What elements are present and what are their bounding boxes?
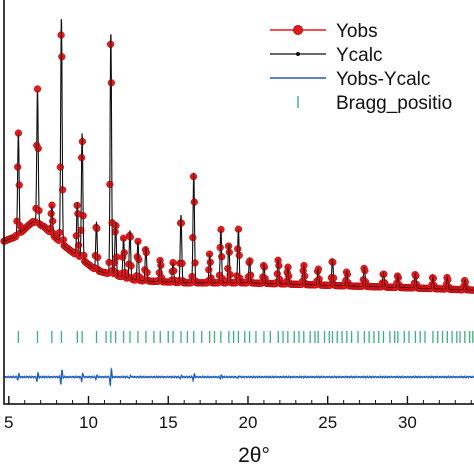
x-tick-label: 30 bbox=[398, 413, 417, 432]
legend-label: Yobs bbox=[336, 21, 378, 42]
legend-entry: Ycalc bbox=[270, 45, 382, 66]
x-tick-label: 5 bbox=[4, 413, 13, 432]
yobs-ycalc-line bbox=[3, 367, 474, 387]
legend-entry: Yobs bbox=[270, 21, 378, 42]
legend-entry: Yobs-Ycalc bbox=[270, 69, 430, 90]
x-axis-title: 2θ° bbox=[238, 444, 270, 467]
legend-label: Yobs-Ycalc bbox=[336, 69, 430, 90]
x-tick-label: 25 bbox=[318, 413, 337, 432]
legend-entry: Bragg_positio bbox=[297, 93, 452, 114]
x-axis: 5 10 15 20 25 30 bbox=[4, 396, 472, 432]
legend-label: Bragg_positio bbox=[336, 93, 452, 114]
plot-area bbox=[0, 19, 474, 387]
x-tick-label: 20 bbox=[239, 413, 258, 432]
x-tick-label: 15 bbox=[159, 413, 178, 432]
legend-label: Ycalc bbox=[336, 45, 382, 66]
x-tick-label: 10 bbox=[79, 413, 98, 432]
legend: Yobs Ycalc Yobs-Ycalc Bragg_positio bbox=[270, 21, 452, 114]
legend-marker bbox=[293, 25, 303, 35]
plot-frame bbox=[3, 0, 474, 405]
legend-marker bbox=[296, 52, 300, 56]
ycalc-line-overlay bbox=[3, 19, 474, 291]
bragg-positions bbox=[17, 331, 474, 343]
